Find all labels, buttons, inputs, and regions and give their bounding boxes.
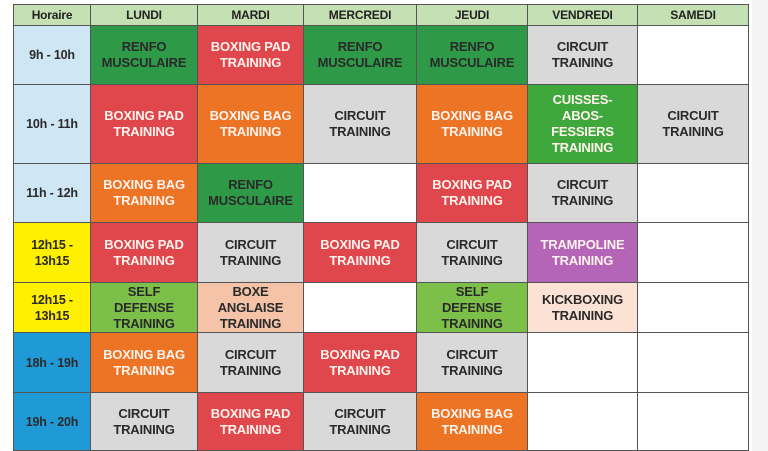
- empty-cell: [638, 393, 748, 450]
- class-cell: CIRCUIT TRAINING: [528, 26, 637, 84]
- time-slot: 12h15 - 13h15: [14, 283, 90, 332]
- time-slot: 12h15 - 13h15: [14, 223, 90, 282]
- class-cell: CIRCUIT TRAINING: [304, 393, 416, 450]
- empty-cell: [638, 164, 748, 222]
- empty-cell: [638, 283, 748, 332]
- class-cell: CIRCUIT TRAINING: [417, 333, 527, 392]
- class-cell: BOXE ANGLAISE TRAINING: [198, 283, 303, 332]
- empty-cell: [638, 26, 748, 84]
- time-slot: 9h - 10h: [14, 26, 90, 84]
- class-cell: SELF DEFENSE TRAINING: [91, 283, 197, 332]
- class-cell: BOXING BAG TRAINING: [417, 85, 527, 163]
- class-cell: RENFO MUSCULAIRE: [198, 164, 303, 222]
- class-cell: CIRCUIT TRAINING: [198, 223, 303, 282]
- class-cell: CIRCUIT TRAINING: [528, 164, 637, 222]
- class-cell: BOXING BAG TRAINING: [91, 164, 197, 222]
- class-cell: BOXING BAG TRAINING: [91, 333, 197, 392]
- class-cell: CIRCUIT TRAINING: [91, 393, 197, 450]
- class-cell: BOXING PAD TRAINING: [304, 223, 416, 282]
- class-cell: BOXING PAD TRAINING: [198, 26, 303, 84]
- empty-cell: [304, 283, 416, 332]
- class-cell: CUISSES- ABOS- FESSIERS TRAINING: [528, 85, 637, 163]
- header-day: MERCREDI: [304, 5, 416, 25]
- class-cell: BOXING PAD TRAINING: [304, 333, 416, 392]
- class-cell: SELF DEFENSE TRAINING: [417, 283, 527, 332]
- header-day: JEUDI: [417, 5, 527, 25]
- empty-cell: [528, 333, 637, 392]
- class-cell: BOXING PAD TRAINING: [91, 85, 197, 163]
- header-day: SAMEDI: [638, 5, 748, 25]
- time-slot: 18h - 19h: [14, 333, 90, 392]
- empty-cell: [304, 164, 416, 222]
- class-cell: TRAMPOLINE TRAINING: [528, 223, 637, 282]
- empty-cell: [528, 393, 637, 450]
- time-slot: 10h - 11h: [14, 85, 90, 163]
- schedule-table: Horaire LUNDI MARDI MERCREDI JEUDI VENDREDI SA…: [13, 4, 749, 451]
- time-slot: 19h - 20h: [14, 393, 90, 450]
- class-cell: RENFO MUSCULAIRE: [304, 26, 416, 84]
- class-cell: KICKBOXING TRAINING: [528, 283, 637, 332]
- class-cell: BOXING PAD TRAINING: [91, 223, 197, 282]
- class-cell: RENFO MUSCULAIRE: [417, 26, 527, 84]
- header-horaire: Horaire: [14, 5, 90, 25]
- class-cell: BOXING PAD TRAINING: [198, 393, 303, 450]
- empty-cell: [638, 223, 748, 282]
- time-slot: 11h - 12h: [14, 164, 90, 222]
- header-day: VENDREDI: [528, 5, 637, 25]
- class-cell: RENFO MUSCULAIRE: [91, 26, 197, 84]
- class-cell: CIRCUIT TRAINING: [417, 223, 527, 282]
- header-day: MARDI: [198, 5, 303, 25]
- class-cell: BOXING PAD TRAINING: [417, 164, 527, 222]
- page-margin: [752, 0, 768, 451]
- class-cell: BOXING BAG TRAINING: [198, 85, 303, 163]
- class-cell: CIRCUIT TRAINING: [304, 85, 416, 163]
- class-cell: CIRCUIT TRAINING: [638, 85, 748, 163]
- header-day: LUNDI: [91, 5, 197, 25]
- class-cell: BOXING BAG TRAINING: [417, 393, 527, 450]
- class-cell: CIRCUIT TRAINING: [198, 333, 303, 392]
- empty-cell: [638, 333, 748, 392]
